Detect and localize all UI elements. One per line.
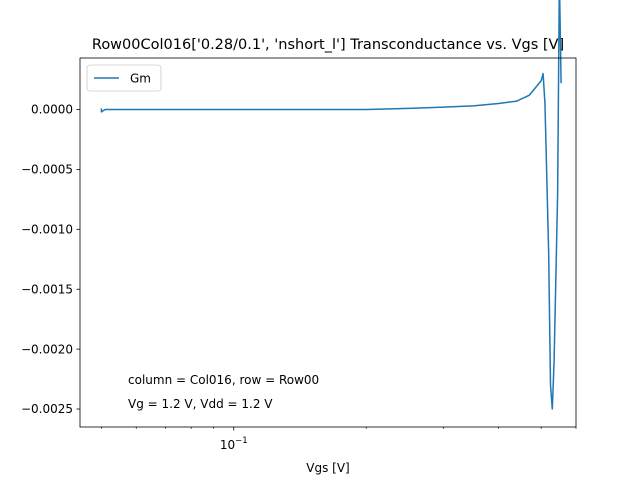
annotation-text: column = Col016, row = Row00: [128, 373, 319, 387]
y-tick-label: 0.0000: [31, 103, 73, 117]
y-tick-label: −0.0025: [21, 402, 73, 416]
y-tick-label: −0.0020: [21, 342, 73, 356]
y-tick-label: −0.0015: [21, 282, 73, 296]
x-tick-label: 10−1: [220, 436, 248, 452]
series-line-gm: [100, 0, 562, 410]
y-tick-label: −0.0010: [21, 223, 73, 237]
x-axis-label: Vgs [V]: [306, 461, 349, 475]
plot-frame: [79, 57, 577, 428]
annotation-text: Vg = 1.2 V, Vdd = 1.2 V: [128, 397, 273, 411]
chart-title: Row00Col016['0.28/0.1', 'nshort_l'] Tran…: [92, 37, 564, 53]
legend-box: [86, 64, 162, 92]
y-tick-label: −0.0005: [21, 163, 73, 177]
legend-label: Gm: [130, 72, 151, 86]
